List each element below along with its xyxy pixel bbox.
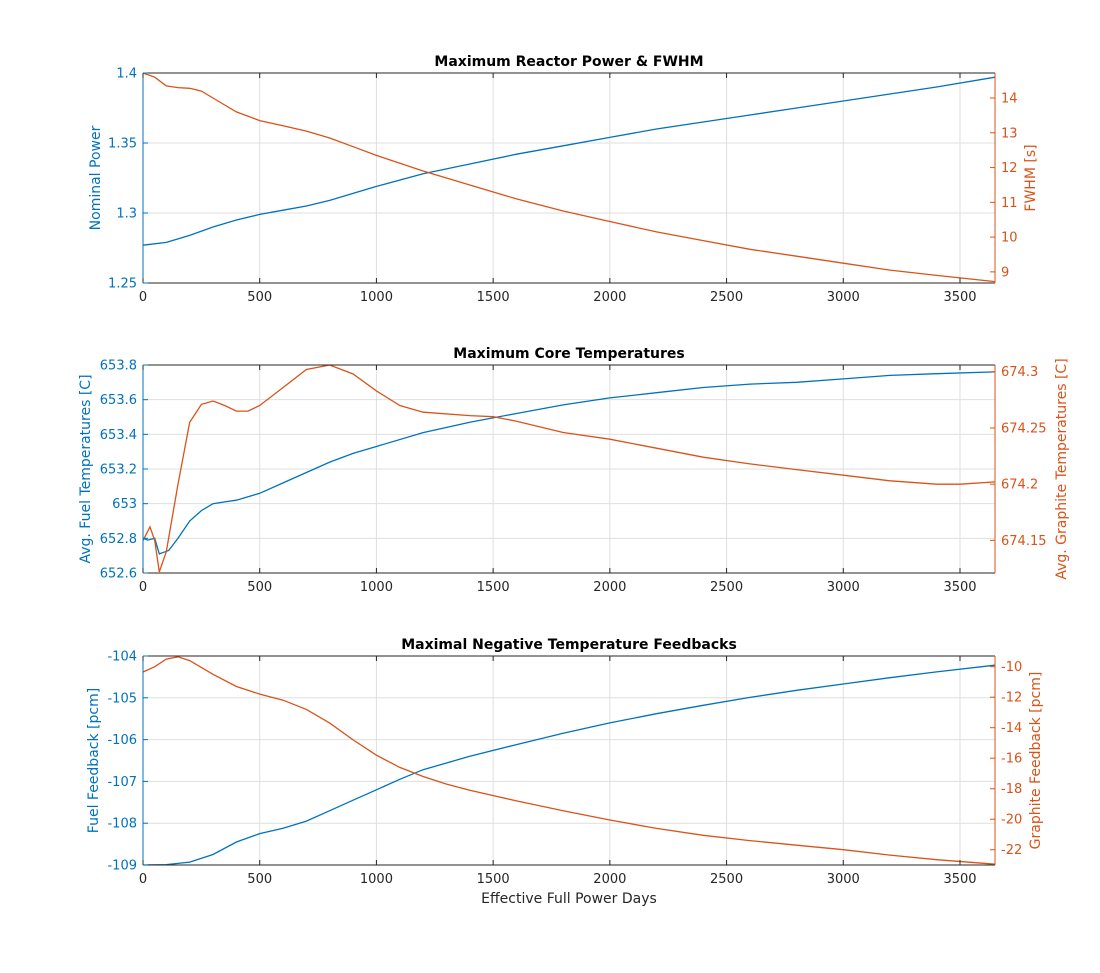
right-y-tick-label: -20 (1001, 813, 1022, 828)
chart-reactor-power: 0 500 1000 1500 2000 2500 3000 3500 1.25 1.3 1.35 1… (88, 54, 1039, 305)
chart-title: Maximal Negative Temperature Feedbacks (401, 637, 737, 653)
left-y-tick-label: -107 (107, 775, 137, 790)
x-tick-label: 2500 (710, 580, 743, 595)
x-tick-label: 2500 (710, 290, 743, 305)
right-y-tick-label: -18 (1001, 782, 1022, 797)
right-y-axis-label: Avg. Graphite Temperatures [C] (1054, 358, 1070, 579)
x-tick-label: 1000 (360, 290, 393, 305)
x-tick-label: 3500 (943, 580, 976, 595)
right-series-line (142, 364, 996, 573)
x-tick-label: 1000 (360, 580, 393, 595)
right-y-tick-label: 674.25 (1001, 421, 1047, 436)
left-y-tick-label: 653.2 (100, 463, 137, 478)
left-y-tick-label: 653.6 (100, 393, 137, 408)
x-tick-label: 500 (247, 580, 272, 595)
left-y-tick-label: 653 (112, 497, 137, 512)
right-y-tick-label: 674.3 (1001, 365, 1038, 380)
x-tick-label: 2000 (593, 290, 626, 305)
chart-title: Maximum Core Temperatures (453, 346, 684, 362)
right-y-tick-label: -22 (1001, 843, 1022, 858)
left-y-axis-label: Nominal Power (88, 125, 104, 230)
chart-temperature-feedbacks: 0 500 1000 1500 2000 2500 3000 3500 -109 -108 -107… (86, 637, 1044, 907)
left-y-tick-label: 1.4 (116, 67, 137, 82)
x-axis-label: Effective Full Power Days (481, 891, 657, 907)
x-tick-label: 2500 (710, 872, 743, 887)
left-y-axis-label: Fuel Feedback [pcm] (86, 688, 102, 833)
left-series-line (142, 371, 996, 555)
x-tick-label: 2000 (593, 580, 626, 595)
right-y-tick-label: 674.15 (1001, 534, 1047, 549)
right-y-tick-label: 9 (1001, 265, 1009, 280)
x-tick-label: 0 (139, 872, 147, 887)
right-y-tick-label: 10 (1001, 231, 1018, 246)
left-y-tick-label: -109 (107, 859, 137, 874)
x-tick-label: 3000 (827, 872, 860, 887)
left-y-tick-label: 652.8 (100, 532, 137, 547)
left-series-line (142, 664, 996, 866)
right-y-tick-label: 11 (1001, 196, 1018, 211)
left-y-axis-label: Avg. Fuel Temperatures [C] (78, 374, 94, 563)
right-y-tick-label: -16 (1001, 752, 1022, 767)
x-tick-label: 0 (139, 290, 147, 305)
left-y-tick-label: 652.6 (100, 567, 137, 582)
left-y-tick-label: 1.3 (116, 207, 137, 222)
right-y-tick-label: -12 (1001, 691, 1022, 706)
x-tick-label: 1500 (477, 290, 510, 305)
x-tick-label: 1500 (477, 872, 510, 887)
x-tick-label: 3000 (827, 290, 860, 305)
left-y-tick-label: 1.25 (108, 277, 137, 292)
left-y-tick-label: 653.8 (100, 359, 137, 374)
right-y-tick-label: 12 (1001, 161, 1018, 176)
right-y-tick-label: -10 (1001, 660, 1022, 675)
right-y-tick-label: 674.2 (1001, 478, 1038, 493)
left-y-tick-label: 1.35 (108, 137, 137, 152)
x-tick-label: 3500 (943, 872, 976, 887)
right-series-line (142, 656, 996, 865)
right-y-axis-label: Graphite Feedback [pcm] (1028, 672, 1044, 850)
x-tick-label: 1000 (360, 872, 393, 887)
x-tick-label: 3000 (827, 580, 860, 595)
chart-core-temperatures: 0 500 1000 1500 2000 2500 3000 3500 652.6 652.8 65… (78, 346, 1070, 595)
x-tick-label: 3500 (943, 290, 976, 305)
left-y-tick-label: -105 (107, 691, 137, 706)
right-y-tick-label: -14 (1001, 721, 1022, 736)
left-y-tick-label: 653.4 (100, 428, 137, 443)
x-tick-label: 1500 (477, 580, 510, 595)
right-y-axis-label: FWHM [s] (1023, 144, 1039, 211)
left-y-tick-label: -104 (107, 650, 137, 665)
left-y-tick-label: -106 (107, 733, 137, 748)
right-y-tick-label: 14 (1001, 92, 1018, 107)
x-tick-label: 2000 (593, 872, 626, 887)
chart-title: Maximum Reactor Power & FWHM (434, 54, 703, 70)
x-tick-label: 0 (139, 580, 147, 595)
left-series-line (142, 76, 996, 246)
left-y-tick-label: -108 (107, 817, 137, 832)
x-tick-label: 500 (247, 290, 272, 305)
x-tick-label: 500 (247, 872, 272, 887)
right-series-line (142, 72, 996, 283)
right-y-tick-label: 13 (1001, 126, 1018, 141)
